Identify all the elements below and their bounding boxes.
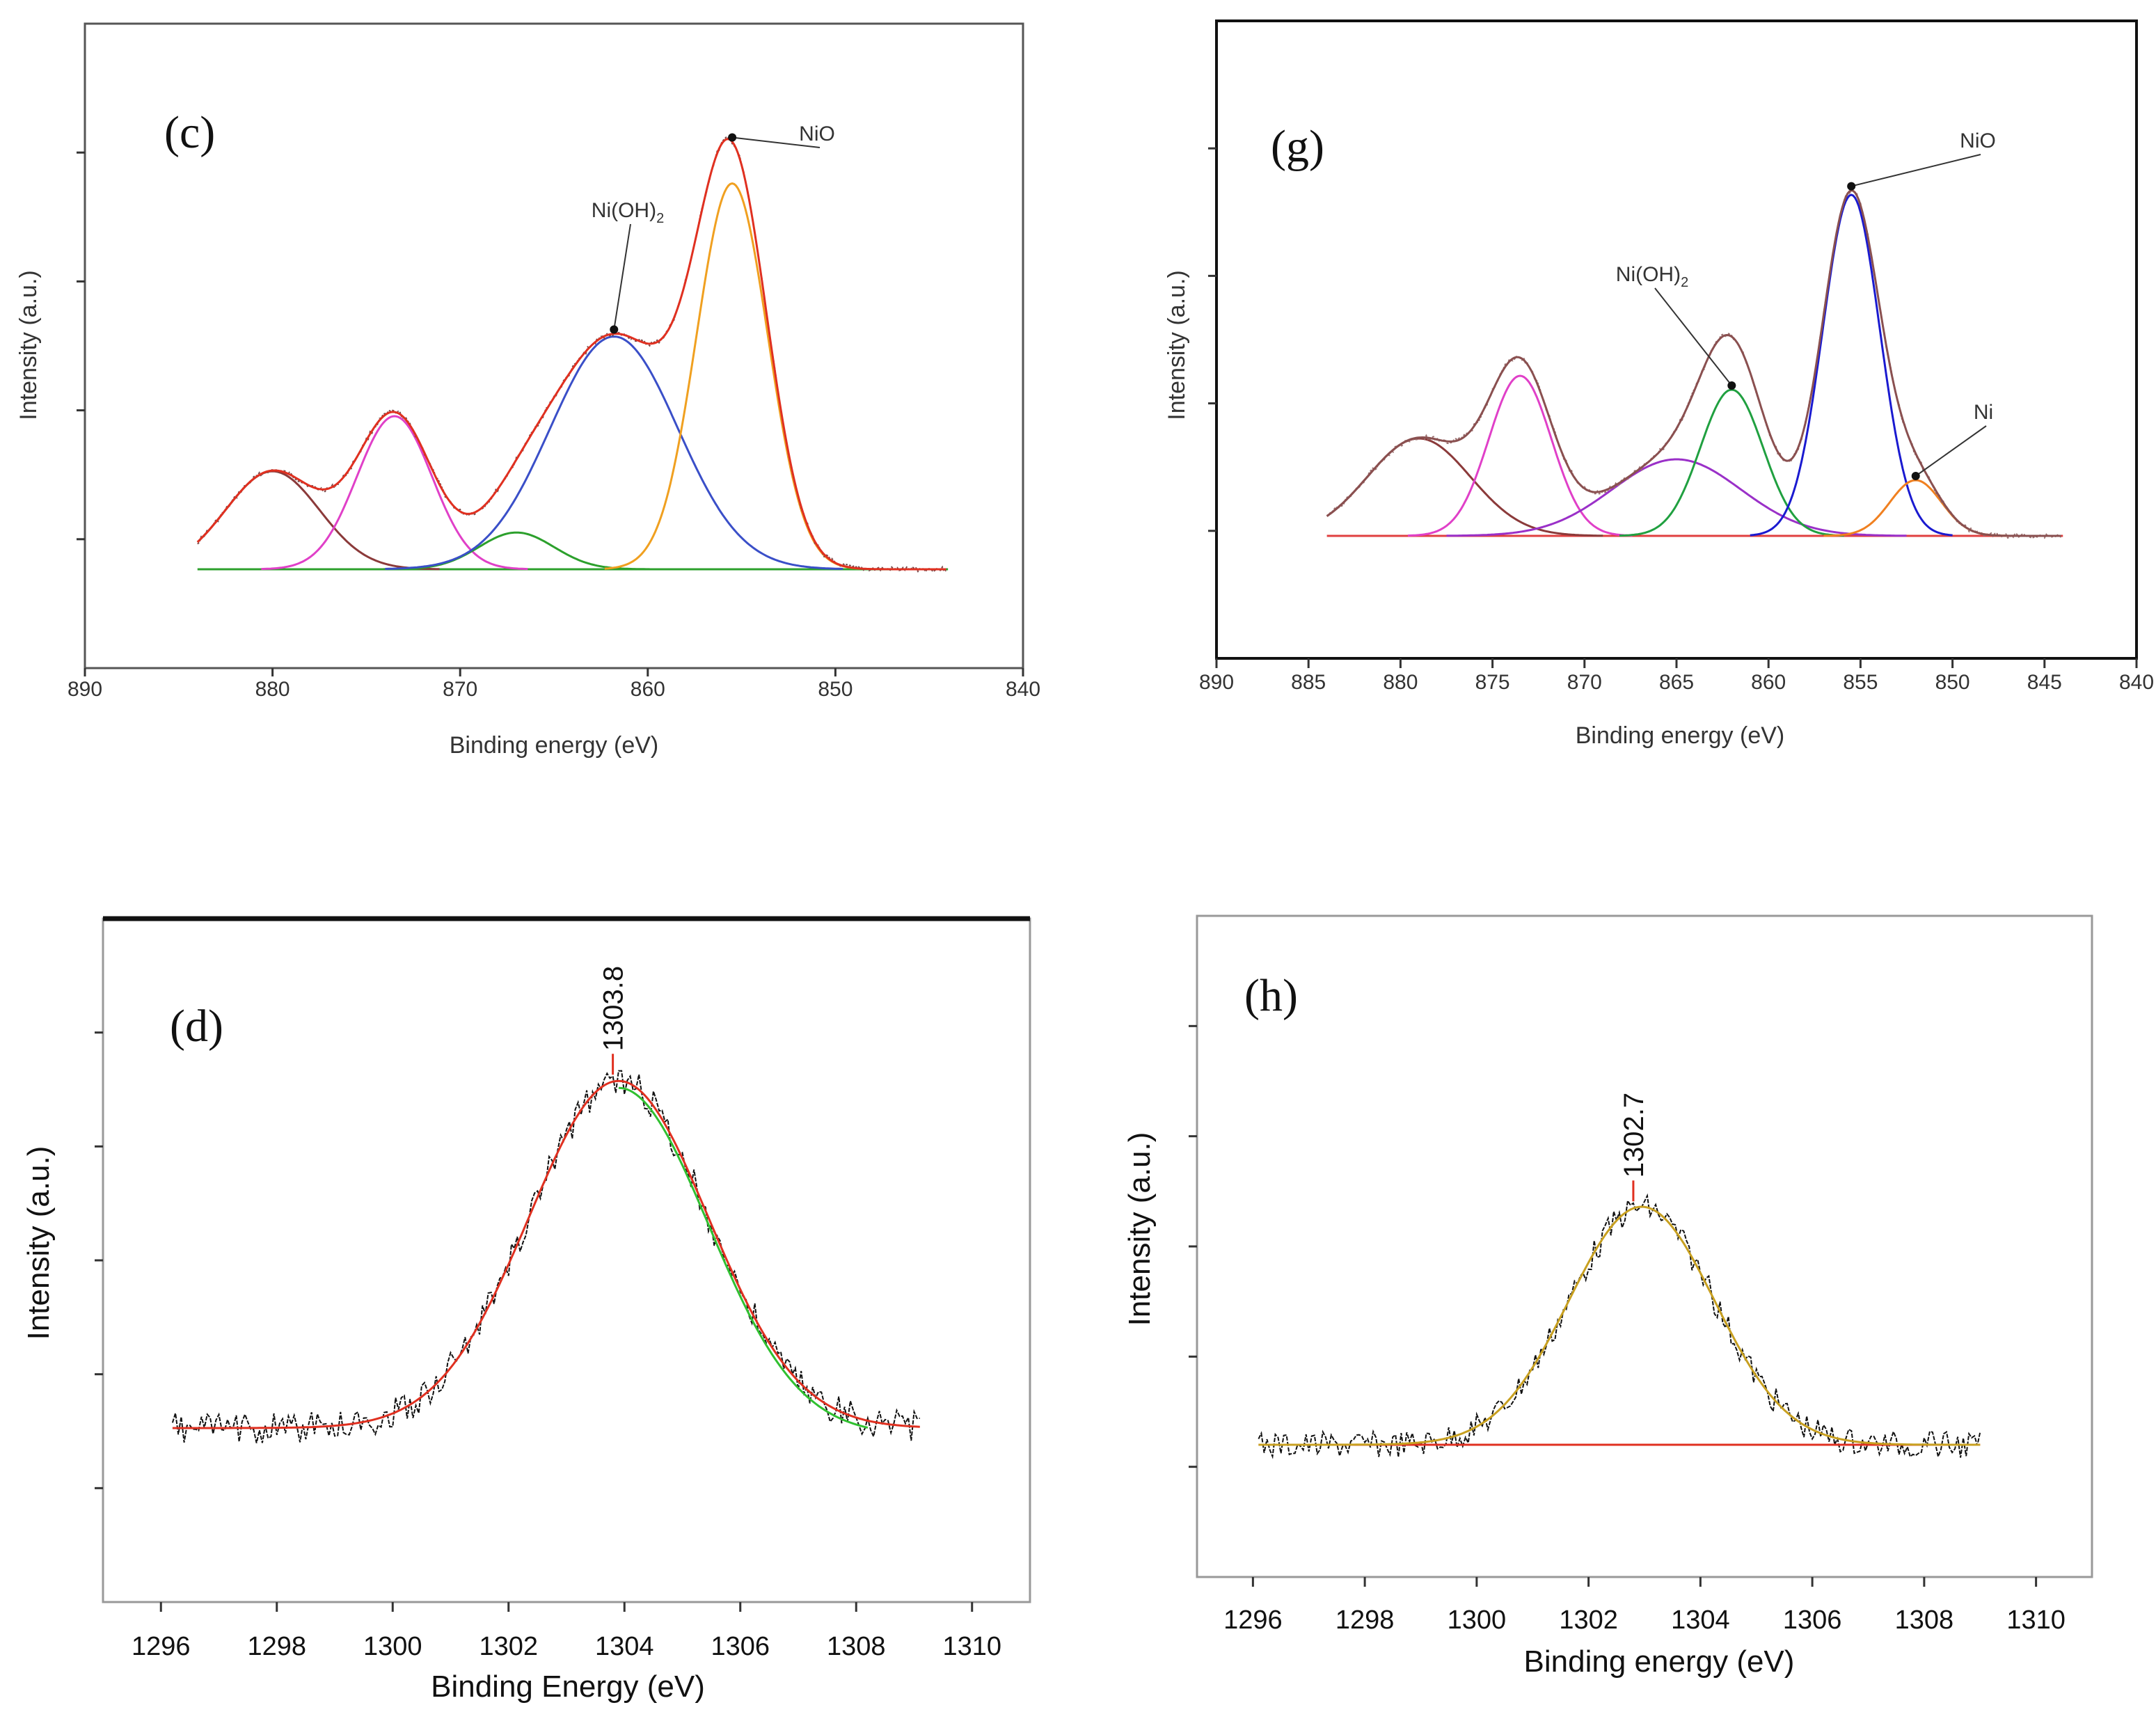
gaussian-fit	[172, 1079, 920, 1429]
annotation-arrowhead	[728, 133, 737, 142]
x-tick-label: 1310	[2006, 1606, 2066, 1635]
raw-data-series	[171, 1070, 920, 1443]
x-tick-label: 870	[443, 678, 477, 701]
component-nio	[604, 182, 860, 570]
annotation-label: Ni(OH)2	[1616, 263, 1688, 290]
y-axis-label: Intensity (a.u.)	[15, 270, 42, 420]
x-tick-label: 880	[1383, 671, 1418, 694]
x-tick-label: 1296	[1223, 1606, 1283, 1635]
annotation-label: Ni(OH)2	[592, 199, 664, 226]
x-tick-label: 1298	[247, 1632, 306, 1661]
panel-d-chart: (d) Binding Energy (eV) Intensity (a.u.)…	[22, 916, 1031, 1704]
annotation-arrowhead	[1911, 472, 1920, 480]
plot-frame	[1215, 19, 2138, 660]
x-tick-label: 1308	[1895, 1606, 1954, 1635]
component-peak-873.5	[1407, 374, 1633, 537]
annotation-leader	[613, 223, 631, 330]
annotation-label: Ni	[1974, 401, 1993, 424]
panel-label: (h)	[1244, 970, 1298, 1021]
x-axis-label: Binding energy (eV)	[1576, 722, 1785, 749]
annotation-leader	[1654, 287, 1733, 386]
x-tick-label: 885	[1291, 671, 1326, 694]
x-tick-label: 875	[1475, 671, 1510, 694]
raw-data-series	[197, 136, 946, 573]
x-tick-label: 1302	[479, 1632, 538, 1661]
x-tick-label: 1300	[1448, 1606, 1507, 1635]
x-tick-label: 845	[2027, 671, 2062, 694]
plot-frame	[102, 917, 1031, 1603]
annotation-label: NiO	[1960, 129, 1996, 152]
y-axis-label: Intensity (a.u.)	[1123, 1132, 1157, 1326]
panel-label: (g)	[1271, 121, 1324, 172]
envelope-fit	[1326, 189, 2061, 537]
component-peak-865	[1446, 458, 1907, 537]
x-tick-label: 1302	[1559, 1606, 1618, 1635]
x-tick-label: 1298	[1335, 1606, 1395, 1635]
x-tick-label: 865	[1659, 671, 1694, 694]
x-tick-label: 1308	[827, 1632, 886, 1661]
annotation-label: NiO	[799, 122, 835, 145]
x-axis-label: Binding energy (eV)	[450, 732, 659, 759]
x-tick-label: 840	[1006, 678, 1040, 701]
raw-data-series	[1258, 1193, 1981, 1459]
raw-data-series	[1326, 189, 2062, 539]
x-tick-label: 880	[255, 678, 290, 701]
envelope-fit	[196, 138, 946, 571]
x-tick-label: 1300	[363, 1632, 422, 1661]
y-axis-label: Intensity (a.u.)	[1164, 270, 1190, 420]
peak-label: 1302.7	[1619, 1093, 1649, 1178]
x-axis-label: Binding energy (eV)	[1524, 1644, 1795, 1679]
x-tick-label: 1310	[942, 1632, 1001, 1661]
annotation-arrowhead	[1847, 182, 1856, 191]
panel-c-chart: (c) Binding energy (eV) Intensity (a.u.)…	[15, 22, 1040, 759]
x-tick-label: 1306	[711, 1632, 770, 1661]
component-ni-oh2	[1619, 388, 1844, 537]
annotation-leader	[1915, 425, 1987, 477]
panel-label: (c)	[164, 107, 215, 158]
x-tick-label: 1306	[1783, 1606, 1842, 1635]
component-nio	[1750, 193, 1953, 537]
plot-frame	[1196, 914, 2093, 1578]
x-tick-label: 850	[1935, 671, 1970, 694]
x-axis-label: Binding Energy (eV)	[431, 1670, 705, 1704]
gaussian-fit	[1258, 1205, 1981, 1446]
annotation-arrowhead	[1727, 381, 1736, 390]
plot-frame	[84, 22, 1024, 669]
x-tick-label: 890	[1199, 671, 1234, 694]
y-axis-label: Intensity (a.u.)	[22, 1146, 56, 1340]
x-tick-label: 840	[2119, 671, 2154, 694]
panel-g-chart: (g) Binding energy (eV) Intensity (a.u.)…	[1164, 19, 2154, 749]
component-peak-880	[196, 470, 440, 571]
component-peak-867	[383, 531, 650, 571]
x-tick-label: 890	[68, 678, 102, 701]
x-tick-label: 855	[1843, 671, 1878, 694]
annotation-leader	[1850, 154, 1981, 187]
x-tick-label: 1304	[1671, 1606, 1730, 1635]
x-tick-label: 850	[818, 678, 853, 701]
x-tick-label: 1296	[132, 1632, 191, 1661]
component-ni-oh2	[385, 335, 843, 570]
x-tick-label: 860	[1751, 671, 1786, 694]
x-tick-label: 1304	[595, 1632, 654, 1661]
x-tick-label: 860	[631, 678, 665, 701]
peak-label: 1303.8	[599, 966, 629, 1051]
component-peak-873.5	[261, 415, 528, 571]
annotation-leader	[732, 136, 821, 148]
panel-label: (d)	[170, 1001, 223, 1052]
panel-h-chart: (h) Binding energy (eV) Intensity (a.u.)…	[1123, 914, 2093, 1679]
secondary-fit	[618, 1086, 869, 1429]
annotation-arrowhead	[610, 325, 619, 334]
x-tick-label: 870	[1567, 671, 1602, 694]
